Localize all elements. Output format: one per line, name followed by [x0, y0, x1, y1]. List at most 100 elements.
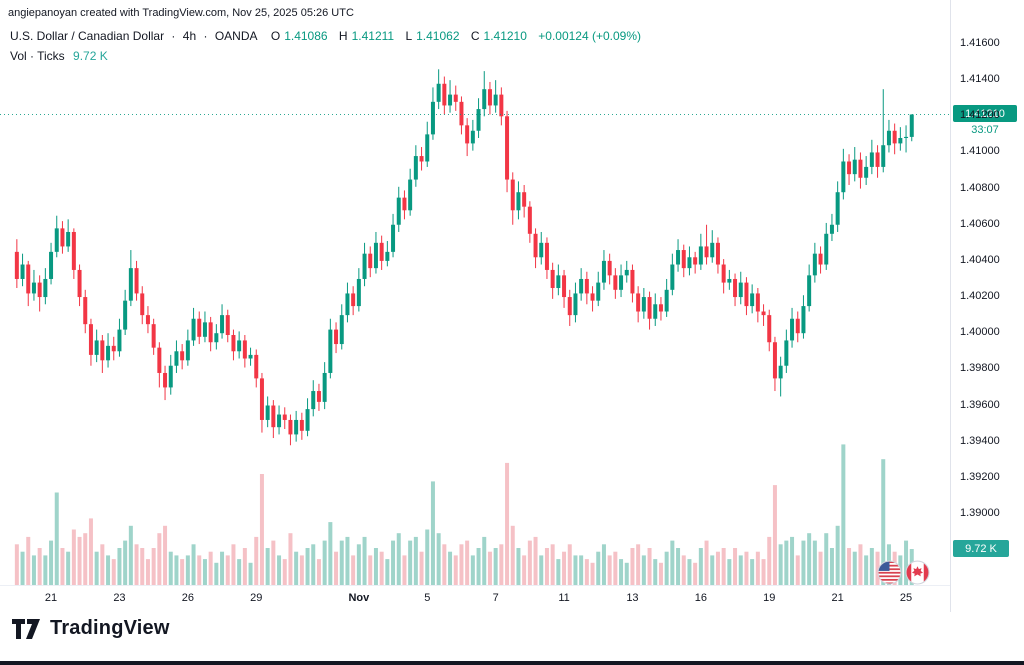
volume-bar [869, 548, 874, 585]
volume-bar [533, 536, 538, 585]
candle-body [482, 89, 487, 110]
volume-bar [539, 555, 544, 585]
volume-bar [436, 533, 441, 585]
candle-body [100, 340, 105, 361]
candle-body [607, 260, 612, 276]
candle-body [362, 253, 367, 279]
volume-bar [590, 562, 595, 585]
volume-label[interactable]: Vol · Ticks [10, 49, 65, 63]
price-axis-label: 1.39200 [960, 470, 1000, 483]
price-axis-label: 1.39400 [960, 434, 1000, 447]
volume-bar [71, 529, 76, 585]
volume-bar [362, 536, 367, 585]
volume-bar [197, 555, 202, 585]
volume-bar [311, 544, 316, 585]
volume-bar [499, 544, 504, 585]
time-axis-label: 21 [44, 592, 58, 604]
volume-bar [408, 540, 413, 585]
candle-body [613, 275, 618, 290]
candle-body [487, 89, 492, 106]
volume-bar [653, 559, 658, 585]
candle-body [459, 101, 464, 126]
volume-bar [88, 518, 93, 585]
candle-body [94, 340, 99, 355]
volume-bar [807, 533, 812, 585]
candle-body [892, 130, 897, 144]
volume-bar [596, 551, 601, 585]
candle-body [208, 322, 213, 343]
volume-bar [237, 559, 242, 585]
volume-bar [299, 555, 304, 585]
candle-body [738, 282, 743, 298]
volume-bar [801, 540, 806, 585]
candle-body [858, 159, 863, 178]
volume-bar [750, 559, 755, 585]
volume-bar [904, 540, 909, 585]
candle-body [579, 278, 584, 294]
volume-bar [391, 540, 396, 585]
candle-body [157, 347, 162, 373]
candle-body [254, 354, 259, 379]
candle-body [282, 414, 287, 420]
candle-body [596, 282, 601, 301]
volume-bar [322, 540, 327, 585]
volume-bar [465, 540, 470, 585]
last-price-badge: 1.41210 [953, 105, 1017, 123]
volume-bar [430, 481, 435, 585]
time-axis[interactable]: 21 23 26 29 Nov 5 7 11 13 16 19 21 25 [0, 585, 950, 613]
candle-body [328, 329, 333, 373]
candle-body [664, 289, 669, 312]
legend-separator: · [171, 29, 176, 43]
volume-bar [670, 540, 675, 585]
exchange-label[interactable]: OANDA [214, 29, 258, 43]
interval-label[interactable]: 4h [182, 29, 197, 43]
volume-bar [698, 548, 703, 585]
candle-body [43, 278, 48, 298]
volume-bar [505, 462, 510, 585]
symbol-title[interactable]: U.S. Dollar / Canadian Dollar [10, 29, 165, 43]
candle-body [391, 224, 396, 252]
candle-body [311, 391, 316, 410]
candle-body [835, 192, 840, 225]
volume-bar [704, 540, 709, 585]
price-axis[interactable]: 1.41210 33:07 9.72 K 1.41600 1.41400 1.412… [950, 0, 1024, 612]
candle-body [259, 378, 264, 420]
volume-bar [727, 559, 732, 585]
volume-bar [562, 551, 567, 585]
volume-bar [225, 555, 230, 585]
volume-bar [721, 548, 726, 585]
candle-body [533, 233, 538, 258]
volume-bar [522, 555, 527, 585]
tradingview-logo[interactable]: TradingView [12, 617, 170, 640]
candle-body [140, 293, 145, 316]
volume-bar [157, 533, 162, 585]
candlestick-chart-pane[interactable] [0, 0, 950, 612]
candle-body [465, 125, 470, 144]
candle-body [693, 257, 698, 265]
volume-bar [687, 559, 692, 585]
volume-bar [294, 551, 299, 585]
attribution-text: angiepanoyan created with TradingView.co… [8, 7, 354, 19]
candle-body [225, 315, 230, 336]
time-axis-label: 23 [113, 592, 126, 604]
candle-body [847, 161, 852, 175]
symbol-legend: U.S. Dollar / Canadian Dollar · 4h · OAN… [10, 29, 645, 43]
volume-bar [755, 551, 760, 585]
volume-bar [493, 548, 498, 585]
volume-bar [852, 551, 857, 585]
candle-body [590, 293, 595, 301]
volume-bar [693, 562, 698, 585]
ohlc-high: H 1.41211 [338, 29, 395, 43]
currency-pair-flags [877, 560, 930, 585]
candle-body [909, 114, 914, 137]
candle-body [117, 329, 122, 352]
candle-body [385, 251, 390, 261]
candle-body [755, 293, 760, 312]
candle-body [316, 391, 321, 402]
volume-bar [37, 548, 42, 585]
candle-body [687, 257, 692, 269]
volume-legend: Vol · Ticks 9.72 K [10, 49, 108, 63]
candle-body [544, 242, 549, 270]
candle-body [778, 365, 783, 379]
